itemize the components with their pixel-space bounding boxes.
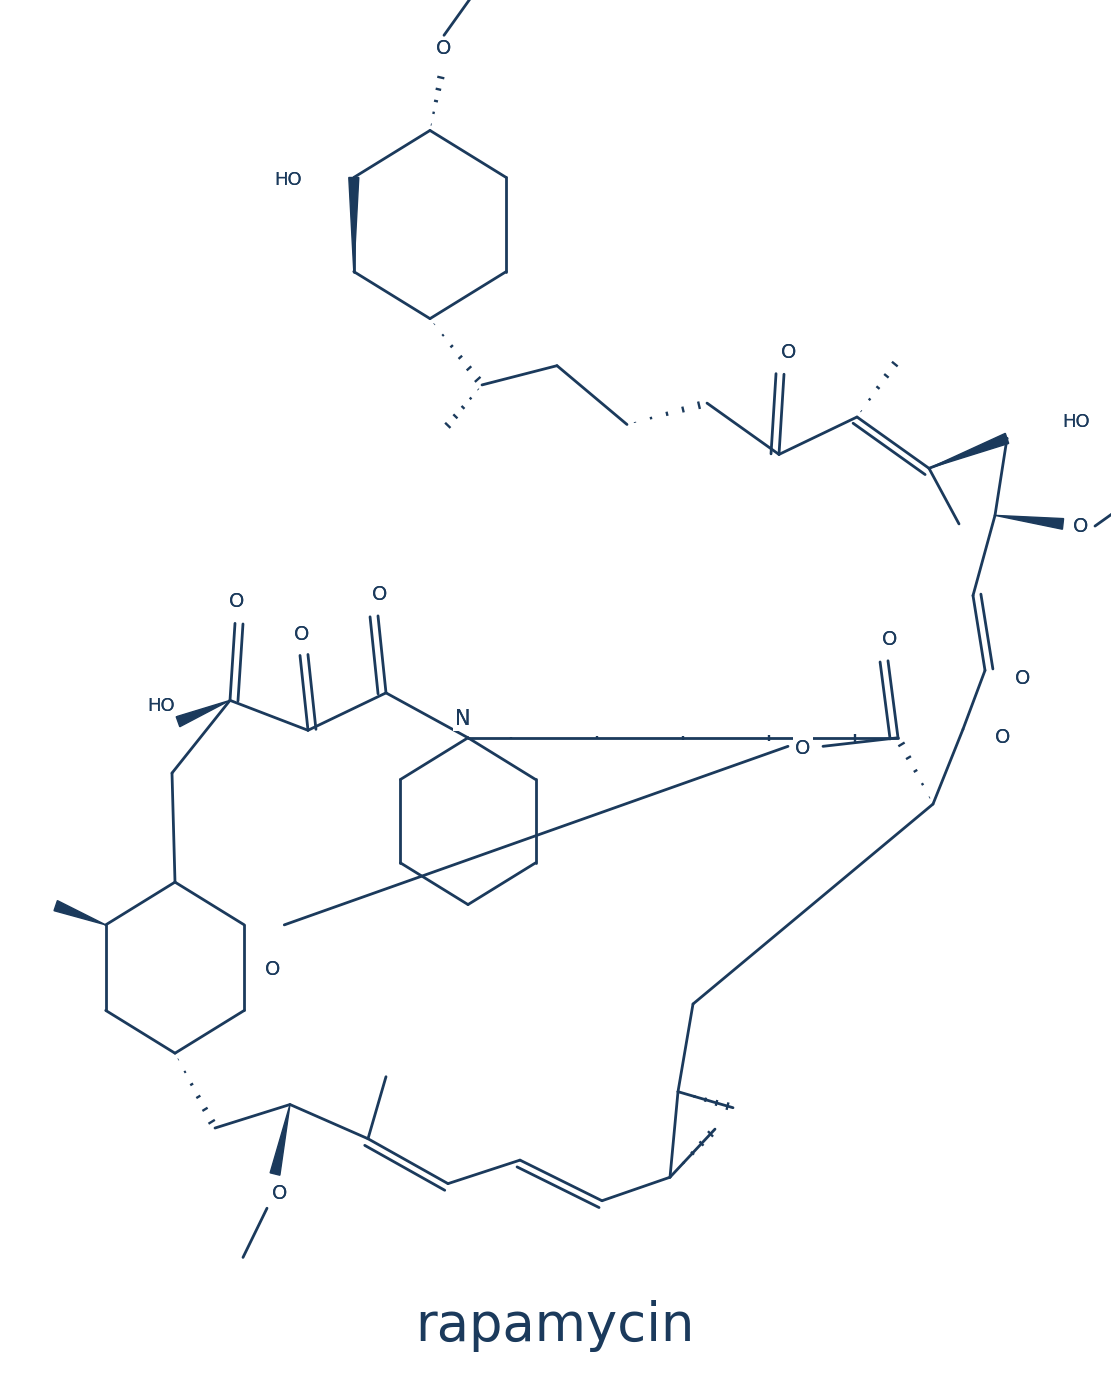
Text: O: O (1015, 670, 1031, 688)
Text: O: O (229, 592, 244, 612)
Text: O: O (1073, 517, 1089, 535)
Text: O: O (437, 39, 452, 57)
Text: N: N (456, 709, 471, 728)
Polygon shape (177, 701, 230, 727)
Text: O: O (437, 39, 452, 57)
Text: HO: HO (1062, 413, 1090, 431)
Text: O: O (264, 960, 280, 980)
Text: O: O (229, 592, 244, 612)
Text: O: O (781, 343, 797, 363)
Text: O: O (781, 343, 797, 363)
Text: rapamycin: rapamycin (416, 1300, 694, 1352)
Text: O: O (795, 739, 811, 758)
Text: HO: HO (148, 696, 176, 714)
Text: O: O (795, 739, 811, 758)
Text: HO: HO (274, 171, 302, 189)
Text: HO: HO (274, 171, 302, 189)
Text: O: O (437, 39, 452, 57)
Text: O: O (1015, 670, 1031, 688)
Text: N: N (456, 709, 471, 728)
Text: HO: HO (1062, 413, 1090, 431)
Polygon shape (929, 434, 1009, 468)
Text: O: O (882, 630, 898, 649)
Text: O: O (372, 585, 388, 605)
Text: O: O (995, 728, 1011, 748)
Text: O: O (995, 728, 1011, 748)
Text: O: O (264, 960, 280, 980)
Text: O: O (294, 624, 310, 644)
Text: O: O (1015, 670, 1031, 688)
Text: O: O (995, 728, 1011, 748)
Polygon shape (270, 1105, 290, 1175)
Text: HO: HO (274, 171, 302, 189)
Text: O: O (372, 585, 388, 605)
Text: O: O (272, 1184, 288, 1202)
Text: N: N (456, 709, 471, 728)
Text: O: O (294, 624, 310, 644)
Polygon shape (995, 516, 1063, 530)
Text: O: O (294, 624, 310, 644)
Text: O: O (1073, 517, 1089, 535)
Text: HO: HO (148, 696, 176, 714)
Text: O: O (882, 630, 898, 649)
Text: HO: HO (1062, 413, 1090, 431)
Text: O: O (795, 739, 811, 758)
Text: O: O (272, 1184, 288, 1202)
Text: O: O (272, 1184, 288, 1202)
Text: O: O (229, 592, 244, 612)
Text: HO: HO (148, 696, 176, 714)
Polygon shape (349, 178, 359, 271)
Text: O: O (882, 630, 898, 649)
Polygon shape (54, 901, 106, 924)
Text: O: O (264, 960, 280, 980)
Text: O: O (372, 585, 388, 605)
Text: O: O (1073, 517, 1089, 535)
Text: O: O (781, 343, 797, 363)
